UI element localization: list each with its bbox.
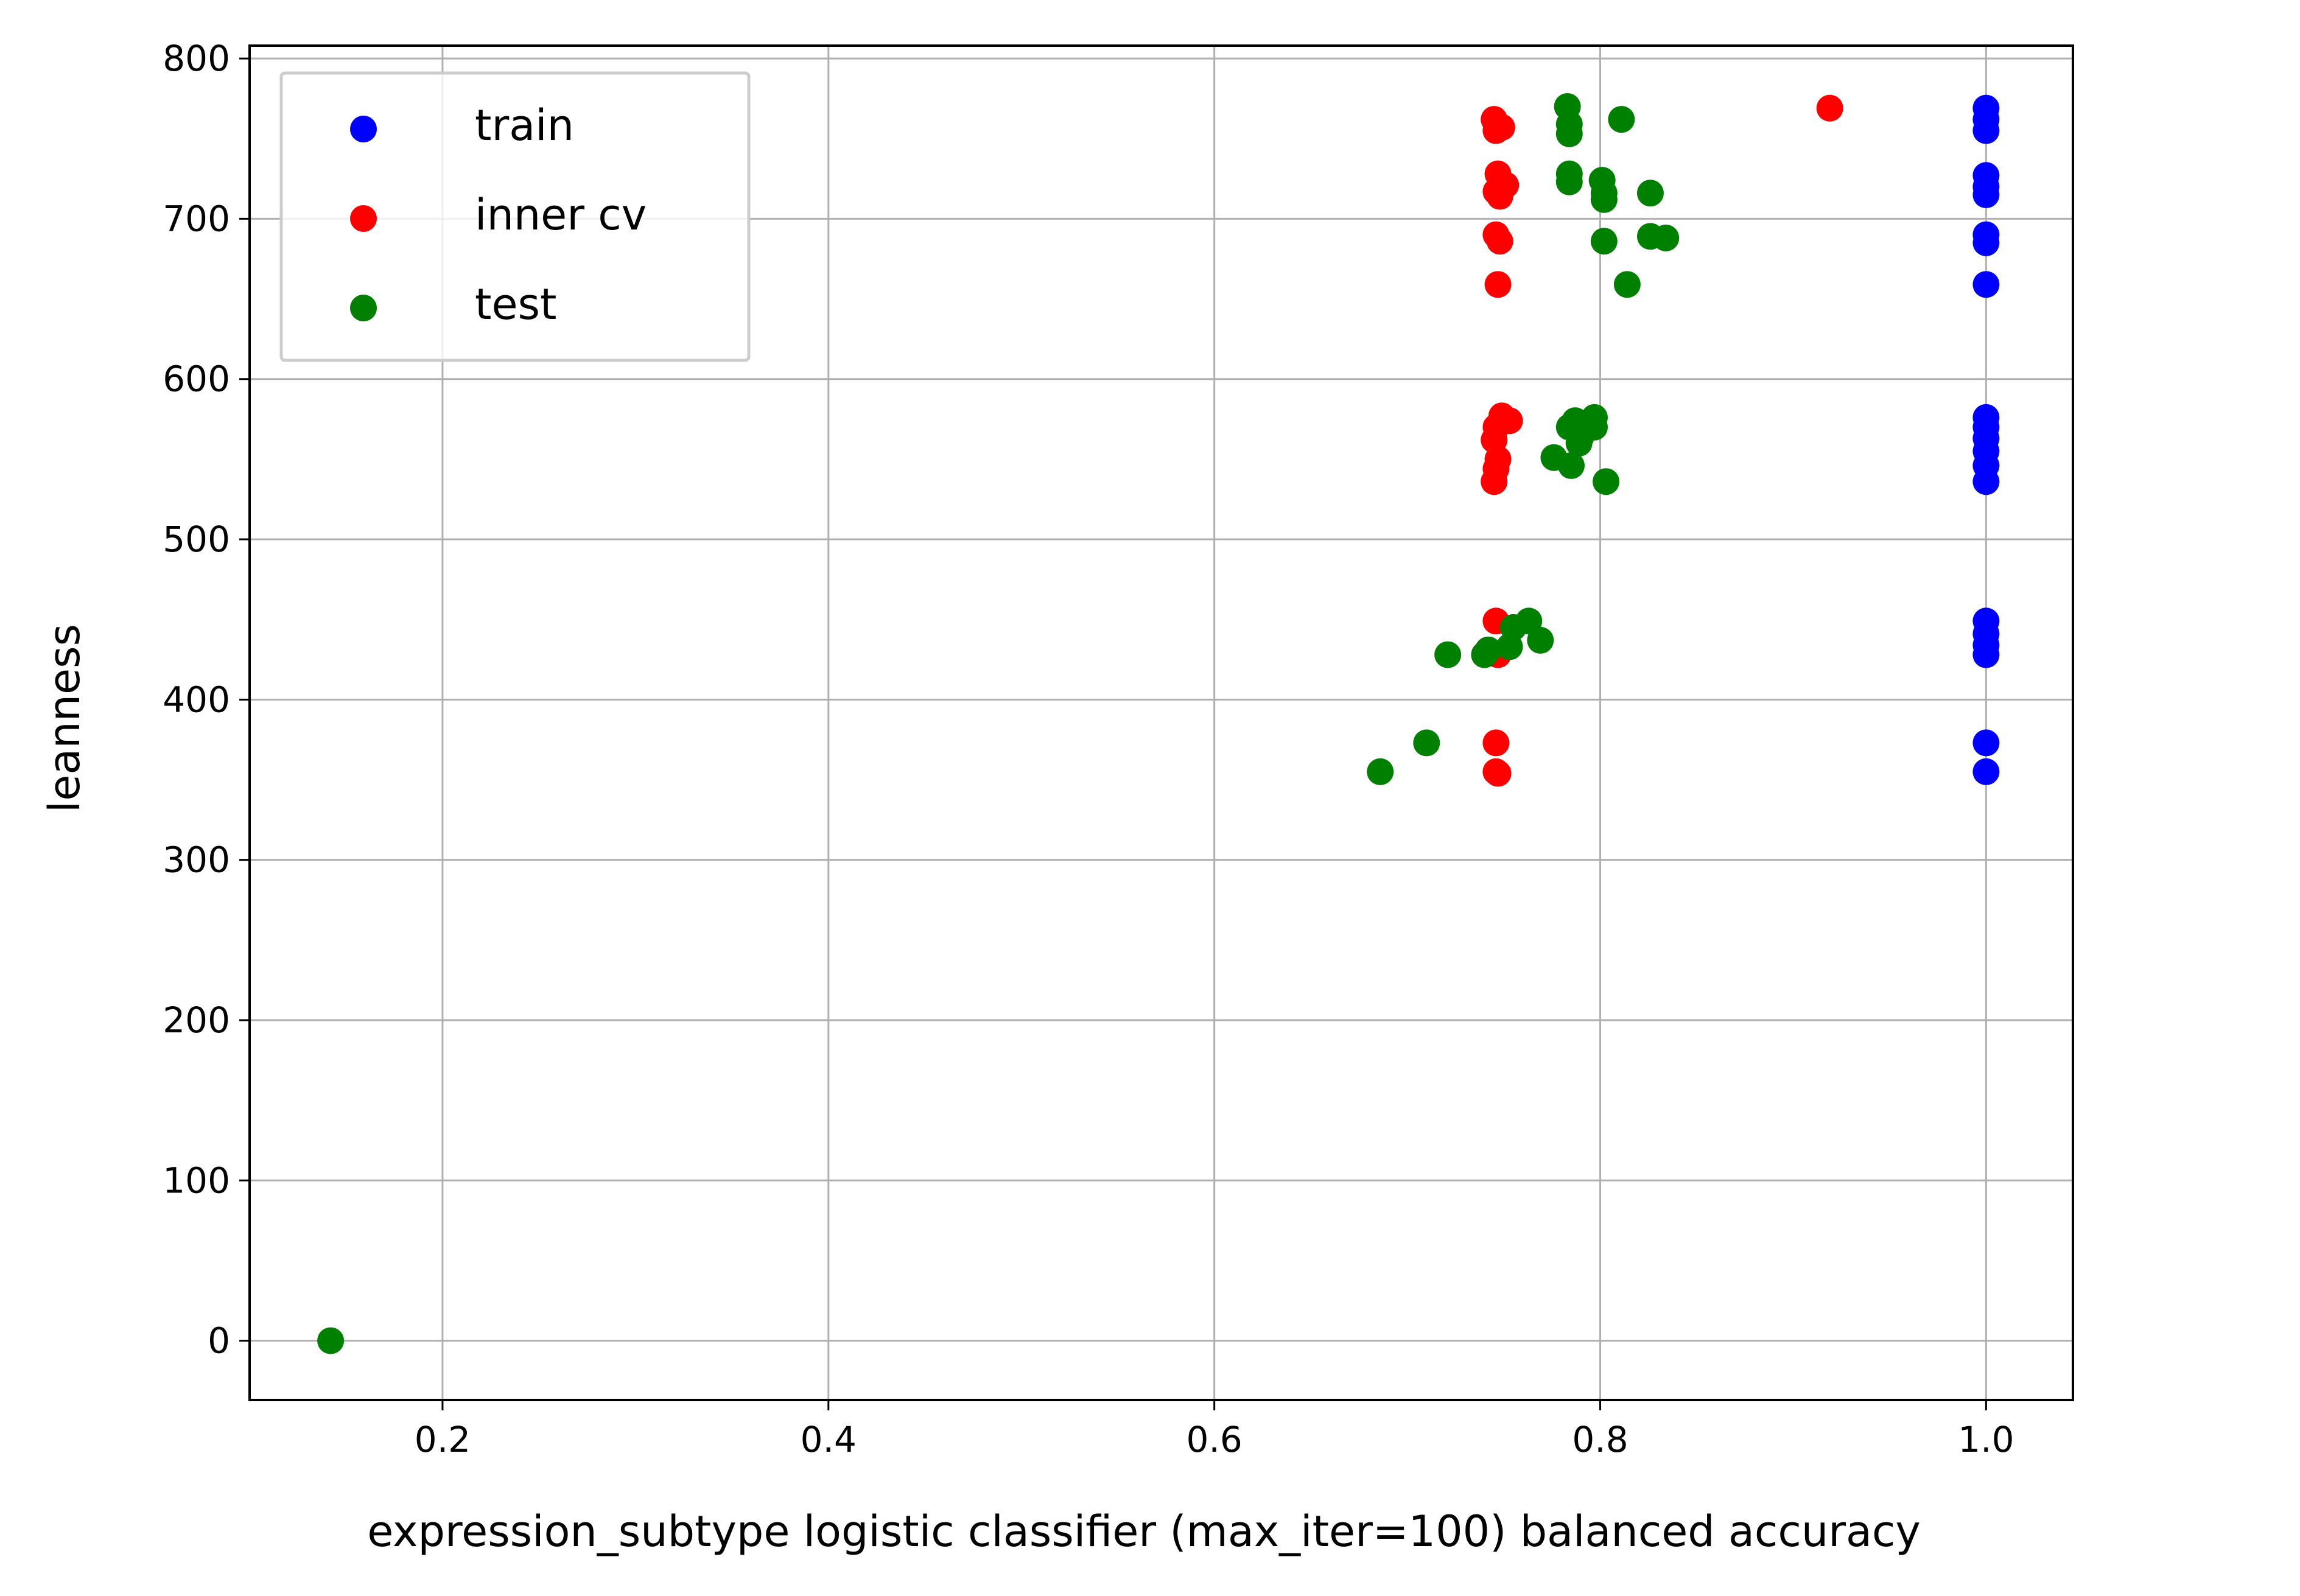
data-point <box>1608 106 1635 133</box>
y-axis-ticks: 0 100 200 300 400 500 600 700 800 <box>163 38 250 1362</box>
legend-label-train: train <box>475 100 574 150</box>
x-axis-label: expression_subtype logistic classifier (… <box>367 1507 1921 1556</box>
y-tick-label: 100 <box>163 1160 230 1201</box>
data-point <box>1590 186 1618 213</box>
data-point <box>1482 729 1510 757</box>
data-point <box>1972 229 2000 256</box>
data-points <box>317 93 2000 1354</box>
data-point <box>1652 224 1680 251</box>
legend-label-inner-cv: inner cv <box>475 190 647 240</box>
y-axis-label: leanness <box>40 624 89 813</box>
data-point <box>1367 758 1394 785</box>
data-point <box>1481 468 1508 495</box>
plot-area-frame <box>248 44 2074 1401</box>
data-point <box>1484 271 1512 298</box>
data-point <box>1471 641 1498 668</box>
series-train <box>1972 94 2000 785</box>
data-point <box>1413 729 1440 757</box>
legend: train inner cv test <box>279 71 751 362</box>
data-point <box>1636 180 1664 207</box>
y-tick-label: 200 <box>163 999 230 1041</box>
data-point <box>317 1327 345 1354</box>
x-tick-label: 1.0 <box>1958 1419 2014 1460</box>
data-point <box>1972 181 2000 208</box>
y-tick-label: 800 <box>163 38 230 79</box>
legend-box <box>279 71 751 362</box>
y-tick-label: 400 <box>163 679 230 720</box>
data-point <box>1482 117 1510 144</box>
legend-marker-test <box>350 295 377 321</box>
data-point <box>1613 271 1641 298</box>
y-tick-label: 600 <box>163 359 230 400</box>
data-point <box>1972 758 2000 785</box>
x-tick-label: 0.4 <box>801 1419 857 1460</box>
data-point <box>1972 117 2000 144</box>
legend-marker-train <box>350 116 377 142</box>
data-point <box>1590 228 1618 255</box>
y-tick-label: 500 <box>163 519 230 560</box>
data-point <box>1972 271 2000 298</box>
legend-label-test: test <box>475 279 556 329</box>
data-point <box>1593 468 1620 495</box>
y-tick-label: 0 <box>208 1320 230 1362</box>
y-tick-label: 300 <box>163 839 230 881</box>
x-tick-label: 0.8 <box>1572 1419 1628 1460</box>
data-point <box>1555 120 1583 147</box>
data-point <box>1557 452 1585 479</box>
series-test <box>317 93 1680 1354</box>
x-tick-label: 0.6 <box>1187 1419 1243 1460</box>
y-tick-label: 700 <box>163 198 230 239</box>
data-point <box>1972 468 2000 495</box>
x-axis-ticks: 0.2 0.4 0.6 0.8 1.0 <box>415 1400 2014 1460</box>
data-point <box>1486 183 1513 210</box>
data-point <box>1484 760 1512 787</box>
data-point <box>1486 228 1513 255</box>
data-point <box>1972 641 2000 668</box>
data-point <box>1816 94 1843 122</box>
data-point <box>1555 168 1583 195</box>
data-point <box>1496 633 1523 660</box>
x-tick-label: 0.2 <box>415 1419 471 1460</box>
legend-marker-inner-cv <box>350 205 377 232</box>
data-point <box>1527 626 1554 654</box>
data-point <box>1434 641 1462 668</box>
data-point <box>1565 430 1593 457</box>
data-point <box>1972 729 2000 757</box>
grid <box>250 46 2073 1400</box>
